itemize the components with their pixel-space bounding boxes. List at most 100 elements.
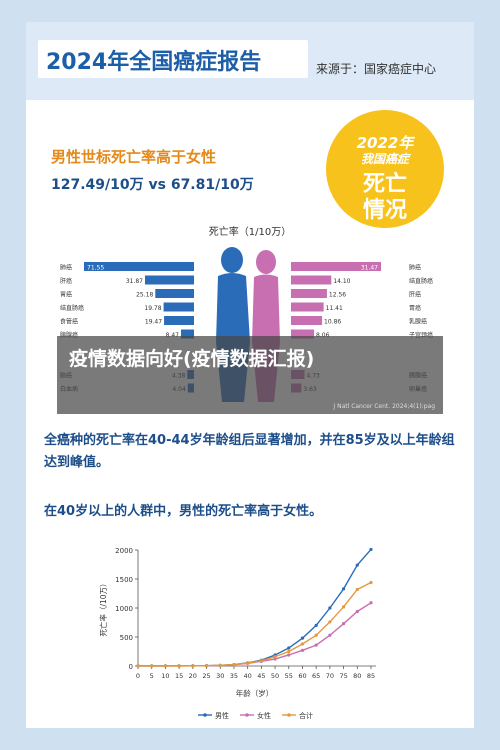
male-category-label: 胃癌: [60, 291, 72, 299]
female-value-label: 14.10: [333, 278, 350, 285]
series-point: [341, 622, 346, 626]
x-tick-label: 20: [189, 672, 197, 680]
series-point: [300, 642, 305, 646]
male-category-label: 结直肠癌: [60, 304, 84, 312]
y-tick-label: 0: [129, 663, 133, 671]
female-bar: [291, 316, 323, 325]
legend-label: 男性: [215, 711, 229, 720]
series-point: [218, 663, 222, 667]
series-point: [246, 661, 250, 665]
x-tick-label: 15: [175, 672, 183, 680]
page-title: 2024年全国癌症报告: [46, 50, 262, 75]
female-value-label: 8.06: [316, 332, 330, 339]
x-tick-label: 35: [230, 672, 238, 680]
pyramid-title: 死亡率（1/10万）: [208, 227, 292, 238]
series-point: [314, 633, 318, 637]
series-point: [232, 663, 236, 667]
y-tick-label: 1500: [115, 576, 133, 584]
source-label: 来源于：国家癌症中心: [316, 62, 437, 76]
y-tick-label: 2000: [115, 547, 133, 555]
series-point: [355, 609, 359, 614]
series-point: [328, 620, 332, 624]
male-value-label: 8.47: [166, 332, 180, 339]
series-point: [150, 664, 154, 668]
male-category-label: 肝癌: [60, 277, 72, 285]
female-bar: [291, 275, 332, 285]
female-category-label: 子宫颈癌: [409, 331, 433, 339]
series-point: [191, 664, 195, 668]
series-point: [314, 623, 318, 628]
male-bar: [163, 302, 194, 312]
female-bar: [291, 262, 381, 271]
male-bar: [155, 289, 194, 298]
series-point: [355, 587, 359, 592]
paragraph-2: 在40岁以上的人群中，男性的死亡率高于女性。: [44, 504, 323, 519]
male-category-label: 食管癌: [60, 318, 78, 326]
series-point: [136, 664, 140, 668]
badge-subtitle: 我国癌症: [360, 152, 409, 166]
x-tick-label: 60: [298, 672, 306, 680]
series-point: [369, 580, 373, 585]
x-tick-label: 80: [353, 672, 361, 680]
male-value-label: 71.55: [87, 265, 104, 272]
series-line-合计: [138, 581, 372, 667]
female-category-label: 胃癌: [409, 304, 421, 312]
series-point: [287, 646, 291, 650]
headline-main: 男性世标死亡率高于女性: [51, 148, 217, 166]
series-point: [287, 649, 291, 654]
series-point: [314, 643, 318, 647]
male-value-label: 31.87: [126, 278, 143, 285]
female-bar: [291, 329, 315, 339]
male-silhouette-head: [221, 247, 243, 273]
x-tick-label: 10: [161, 672, 169, 680]
legend-marker: [245, 713, 249, 717]
series-point: [355, 563, 359, 567]
x-tick-label: 45: [257, 672, 265, 680]
y-tick-label: 500: [120, 634, 133, 642]
female-category-label: 乳腺癌: [409, 318, 427, 326]
series-point: [328, 633, 332, 637]
caption-overlay: 疫情数据向好(疫情数据汇报) J Natl Cancer Cent. 2024;…: [57, 336, 443, 414]
series-point: [369, 547, 373, 552]
female-bar: [291, 302, 324, 312]
x-tick-label: 25: [202, 672, 210, 680]
female-category-label: 肺癌: [409, 264, 421, 272]
series-line-男性: [138, 548, 372, 667]
x-axis-label: 年龄（岁）: [236, 688, 274, 698]
x-tick-label: 40: [244, 672, 252, 680]
x-tick-label: 30: [216, 672, 224, 680]
x-tick-label: 70: [326, 672, 334, 680]
x-tick-label: 0: [136, 672, 140, 680]
headline-stat: 127.49/10万 vs 67.81/10万: [51, 177, 254, 193]
x-tick-label: 5: [150, 672, 154, 680]
legend-marker: [203, 713, 207, 717]
series-point: [273, 655, 277, 659]
badge-big-2: 情况: [362, 198, 407, 223]
x-tick-label: 50: [271, 672, 279, 680]
male-value-label: 19.47: [145, 319, 162, 326]
female-category-label: 肝癌: [409, 291, 421, 299]
series-point: [341, 605, 346, 609]
legend-marker: [287, 713, 291, 717]
female-category-label: 结直肠癌: [409, 277, 433, 285]
female-value-label: 31.47: [361, 265, 378, 272]
legend-label: 女性: [257, 711, 271, 720]
x-tick-label: 65: [312, 672, 320, 680]
age-line-chart: 0 500 1000 1500 2000 0 5 10 15 20 25 30 35 40 45 50 55 60…: [98, 547, 376, 720]
series-point: [328, 606, 332, 610]
badge-year: 2022年: [356, 134, 414, 152]
summary-badge: 2022年 我国癌症 死亡 情况: [326, 110, 444, 228]
series-point: [204, 664, 209, 668]
series-point: [341, 587, 346, 591]
legend-label: 合计: [299, 711, 313, 720]
female-value-label: 12.56: [329, 292, 346, 299]
badge-big: 死亡 情况: [326, 172, 444, 224]
male-bar: [164, 316, 194, 325]
series-line-女性: [138, 602, 372, 667]
series-point: [300, 636, 305, 640]
male-value-label: 25.18: [136, 292, 153, 299]
female-value-label: 11.41: [326, 305, 343, 312]
paragraph-1: 全癌种的死亡率在40-44岁年龄组后显著增加，并在85岁及以上年龄组达到峰值。: [44, 433, 455, 470]
overlay-text: 疫情数据向好(疫情数据汇报): [69, 348, 315, 370]
series-point: [177, 664, 181, 668]
